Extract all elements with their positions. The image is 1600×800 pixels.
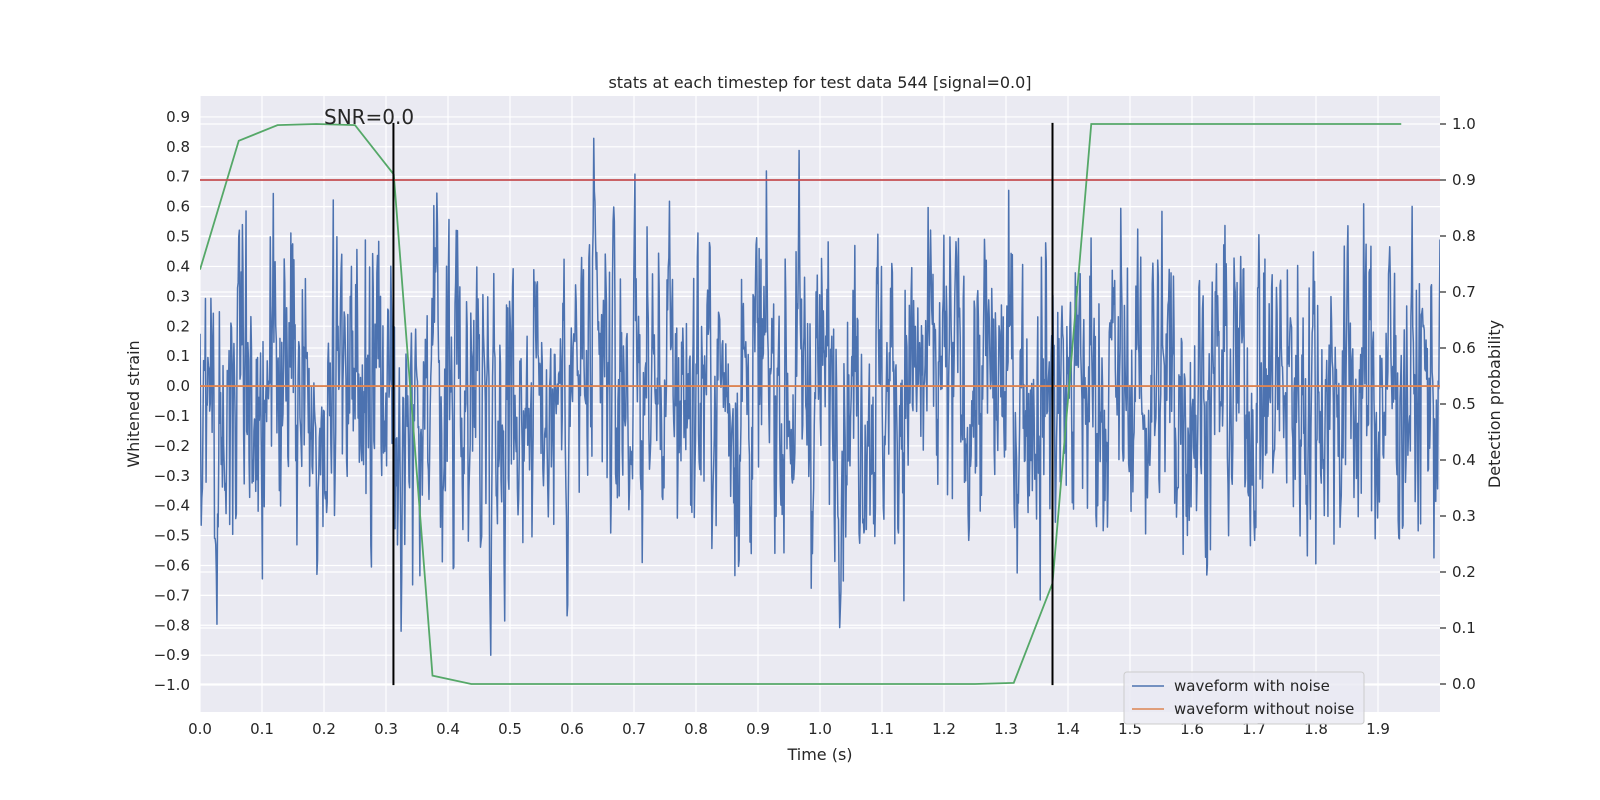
x-tick-label: 0.5	[498, 720, 522, 738]
x-tick-label: 0.7	[622, 720, 646, 738]
legend-box	[1123, 671, 1365, 725]
y-left-axis-label: Whitened strain	[124, 340, 143, 467]
x-tick-label: 0.2	[312, 720, 336, 738]
y-left-tick-label: 0.8	[166, 138, 190, 156]
y-left-tick-label: −0.5	[154, 527, 190, 545]
y-left-tick-label: 0.9	[166, 108, 190, 126]
y-left-tick-label: −0.1	[154, 407, 190, 425]
x-tick-label: 0.8	[684, 720, 708, 738]
y-left-tick-label: −0.7	[154, 586, 190, 604]
y-left-tick-label: 0.6	[166, 198, 190, 216]
y-right-tick-label: 1.0	[1452, 115, 1476, 133]
y-left-tick-label: 0.2	[166, 317, 190, 335]
y-right-tick-label: 0.7	[1452, 283, 1476, 301]
y-left-tick-label: 0.4	[166, 257, 190, 275]
x-axis-label: Time (s)	[786, 745, 852, 764]
y-left-tick-label: −0.6	[154, 556, 190, 574]
y-right-tick-label: 0.4	[1452, 451, 1476, 469]
series-detection-probability	[200, 123, 1402, 685]
x-tick-label: 1.3	[994, 720, 1018, 738]
y-right-tick-label: 0.0	[1452, 675, 1476, 693]
y-right-tick-label: 0.2	[1452, 563, 1476, 581]
y-right-tick-labels: 1.0 0.9 0.8 0.7 0.6 0.5 0.4 0.3 0.2 0.1 0.0	[1440, 115, 1476, 693]
x-tick-label: 0.4	[436, 720, 460, 738]
plot-content	[200, 122, 1440, 686]
y-right-tick-label: 0.5	[1452, 395, 1476, 413]
x-tick-label: 1.0	[808, 720, 832, 738]
y-left-tick-label: −0.4	[154, 497, 190, 515]
y-left-tick-label: −0.3	[154, 467, 190, 485]
y-right-tick-label: 0.1	[1452, 619, 1476, 637]
legend-label-waveform-with-noise: waveform with noise	[1174, 677, 1330, 695]
x-tick-label: 0.6	[560, 720, 584, 738]
y-left-tick-label: −0.8	[154, 616, 190, 634]
x-tick-label: 0.9	[746, 720, 770, 738]
series-waveform-with-noise	[200, 137, 1440, 657]
y-left-tick-labels: 0.9 0.8 0.7 0.6 0.5 0.4 0.3 0.2 0.1 0.0 −0.1 −0.2 −0…	[154, 108, 190, 694]
y-left-tick-label: 0.7	[166, 168, 190, 186]
snr-annotation: SNR=0.0	[324, 105, 414, 129]
y-left-tick-label: 0.5	[166, 228, 190, 246]
y-right-axis-label: Detection probability	[1485, 320, 1504, 488]
y-left-tick-label: 0.0	[166, 377, 190, 395]
y-right-tick-label: 0.3	[1452, 507, 1476, 525]
y-left-tick-label: 0.3	[166, 287, 190, 305]
x-tick-label: 1.2	[932, 720, 956, 738]
legend-label-waveform-without-noise: waveform without noise	[1174, 700, 1354, 718]
y-left-tick-label: 0.1	[166, 347, 190, 365]
x-tick-label: 0.3	[374, 720, 398, 738]
x-tick-label: 1.1	[870, 720, 894, 738]
x-tick-label: 1.4	[1056, 720, 1080, 738]
chart-title: stats at each timestep for test data 544…	[608, 73, 1031, 92]
x-tick-label: 1.9	[1366, 720, 1390, 738]
y-left-tick-label: −0.2	[154, 437, 190, 455]
legend: waveform with noise waveform without noi…	[1123, 671, 1365, 725]
y-right-tick-label: 0.8	[1452, 227, 1476, 245]
y-left-tick-label: −0.9	[154, 646, 190, 664]
y-right-tick-label: 0.9	[1452, 171, 1476, 189]
y-right-tick-label: 0.6	[1452, 339, 1476, 357]
x-tick-label: 0.0	[188, 720, 212, 738]
x-tick-label: 0.1	[250, 720, 274, 738]
y-left-tick-label: −1.0	[154, 676, 190, 694]
